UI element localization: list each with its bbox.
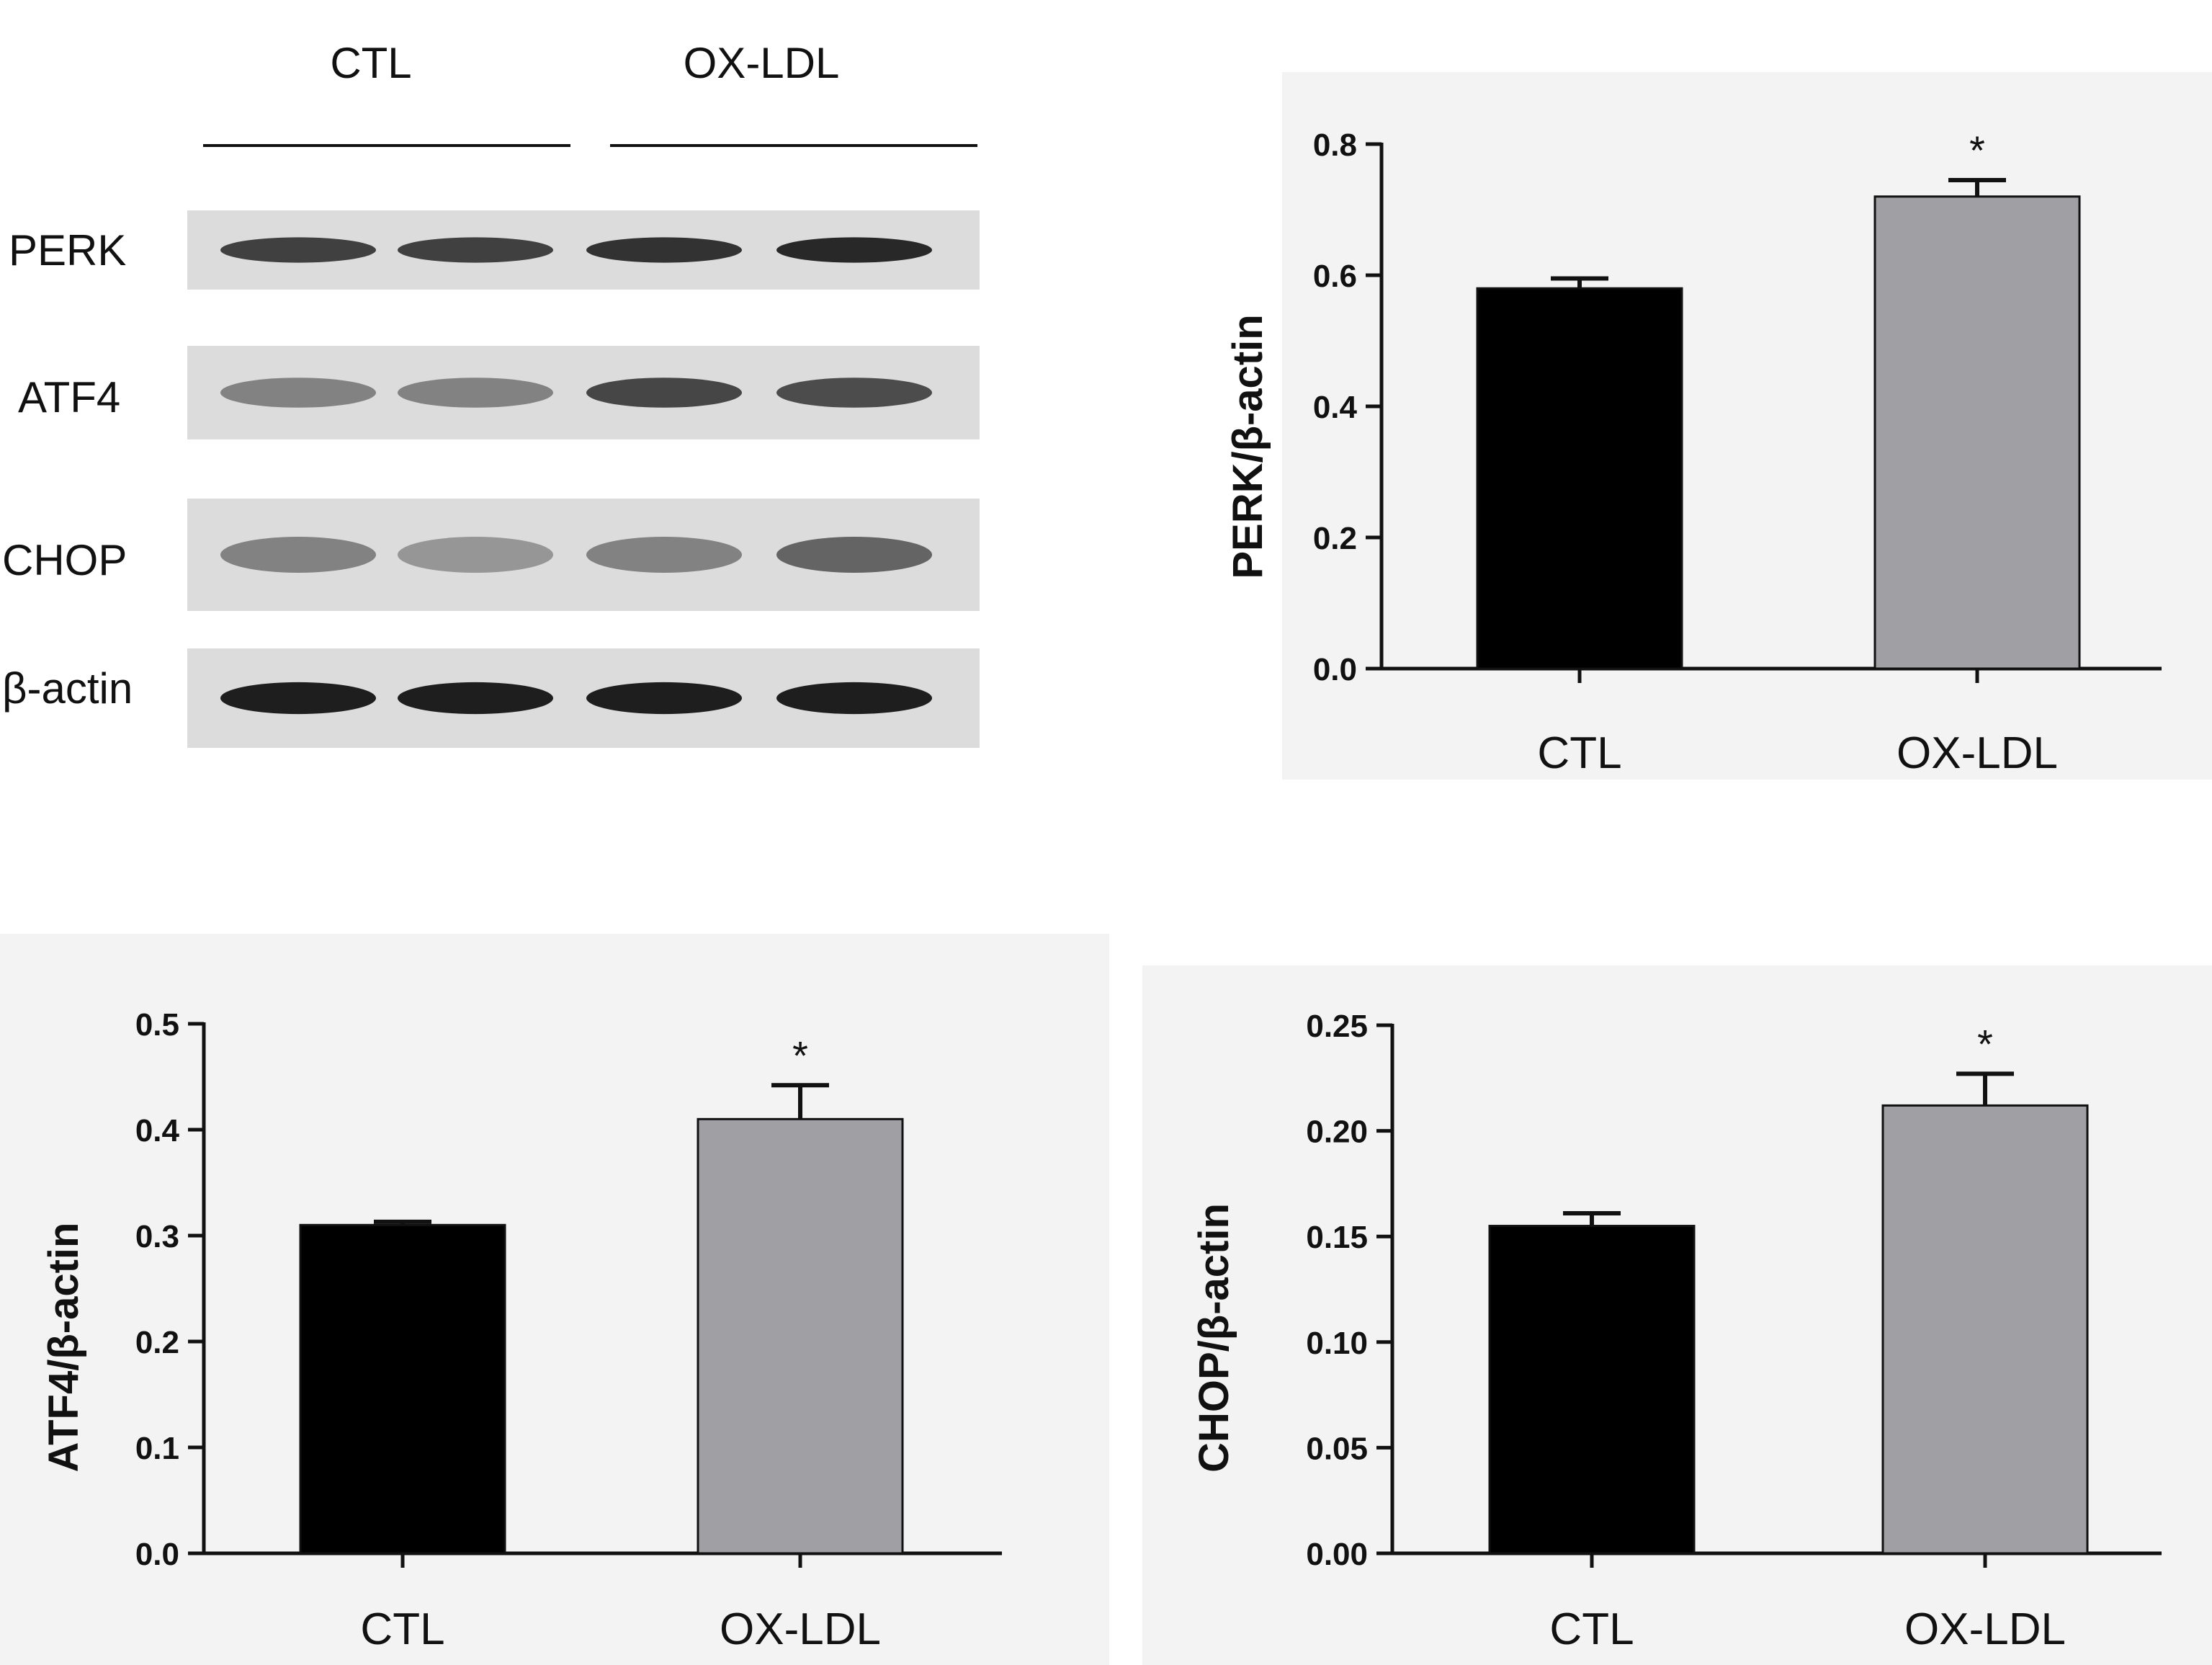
x-tick-label: CTL	[360, 1604, 444, 1654]
bar-ctl	[299, 1223, 506, 1555]
blot-band	[398, 237, 553, 263]
blot-band	[586, 378, 742, 408]
y-tick-label: 0.00	[1306, 1537, 1368, 1572]
y-tick-label: 0.0	[135, 1537, 179, 1572]
y-tick-label: 0.05	[1306, 1431, 1368, 1466]
blot-band	[220, 682, 376, 715]
significance-marker: *	[1977, 1021, 1993, 1066]
x-tick-label: OX-LDL	[1897, 728, 2058, 778]
bar-ox-ldl	[697, 1117, 904, 1555]
y-tick-label: 0.5	[135, 1007, 179, 1043]
y-tick-label: 0.2	[135, 1325, 179, 1360]
chart-0: 0.0 0.2 0.4 0.6 0.8 PERK/β-actin CTL OX-LDL *	[1224, 72, 2212, 780]
chart-panel-background	[0, 934, 1109, 1665]
blot-band	[776, 378, 932, 408]
y-tick-label: 0.2	[1313, 521, 1357, 556]
significance-marker: *	[1969, 128, 1985, 173]
blot-band	[776, 237, 932, 263]
blot-band	[220, 537, 376, 573]
blot-band	[586, 237, 742, 263]
y-axis-label: CHOP/β-actin	[1191, 1203, 1237, 1473]
y-axis-label: PERK/β-actin	[1224, 314, 1271, 579]
blot-band	[586, 537, 742, 573]
blot-band	[398, 682, 553, 715]
blot-band	[398, 378, 553, 408]
y-tick-label: 0.4	[135, 1113, 180, 1148]
chart-2: 0.00 0.05 0.10 0.15 0.20 0.25 CHOP/β-actin CTL O…	[1142, 965, 2212, 1665]
x-tick-label: CTL	[1549, 1604, 1634, 1654]
blot-row-label-perk: PERK	[9, 226, 126, 274]
blot-band	[398, 537, 553, 573]
significance-marker: *	[792, 1032, 808, 1078]
blot-row-label-atf4: ATF4	[18, 373, 120, 421]
blot-band	[220, 237, 376, 263]
x-tick-label: OX-LDL	[1904, 1604, 2066, 1654]
bar-ox-ldl	[1873, 195, 2081, 670]
bar-ctl	[1476, 287, 1683, 670]
y-tick-label: 0.4	[1313, 390, 1358, 425]
blot-group-label-oxldl: OX-LDL	[684, 39, 840, 87]
blot-band	[776, 682, 932, 715]
chart-1: 0.0 0.1 0.2 0.3 0.4 0.5 ATF4/β-actin CTL OX-LDL *	[0, 934, 1109, 1665]
bar-ctl	[1488, 1225, 1696, 1555]
y-tick-label: 0.20	[1306, 1115, 1368, 1150]
blot-band	[220, 378, 376, 408]
blot-band	[776, 537, 932, 573]
y-tick-label: 0.15	[1306, 1220, 1368, 1255]
blot-row-label-beta-actin: β-actin	[2, 664, 133, 713]
y-tick-label: 0.1	[135, 1431, 179, 1466]
bar-ox-ldl	[1881, 1104, 2089, 1555]
y-tick-label: 0.10	[1306, 1326, 1368, 1361]
y-tick-label: 0.6	[1313, 259, 1357, 294]
western-blot-panel: CTL OX-LDL PERK ATF4 CHOP β-actin	[2, 39, 980, 748]
x-tick-label: OX-LDL	[720, 1604, 881, 1654]
x-tick-label: CTL	[1537, 728, 1621, 778]
y-tick-label: 0.8	[1313, 128, 1357, 163]
blot-row-label-chop: CHOP	[2, 536, 127, 584]
y-tick-label: 0.0	[1313, 652, 1357, 687]
blot-strips	[187, 210, 980, 748]
y-tick-label: 0.25	[1306, 1009, 1368, 1044]
blot-band	[586, 682, 742, 715]
y-axis-label: ATF4/β-actin	[40, 1223, 87, 1473]
blot-group-label-ctl: CTL	[330, 39, 411, 87]
y-tick-label: 0.3	[135, 1219, 179, 1254]
